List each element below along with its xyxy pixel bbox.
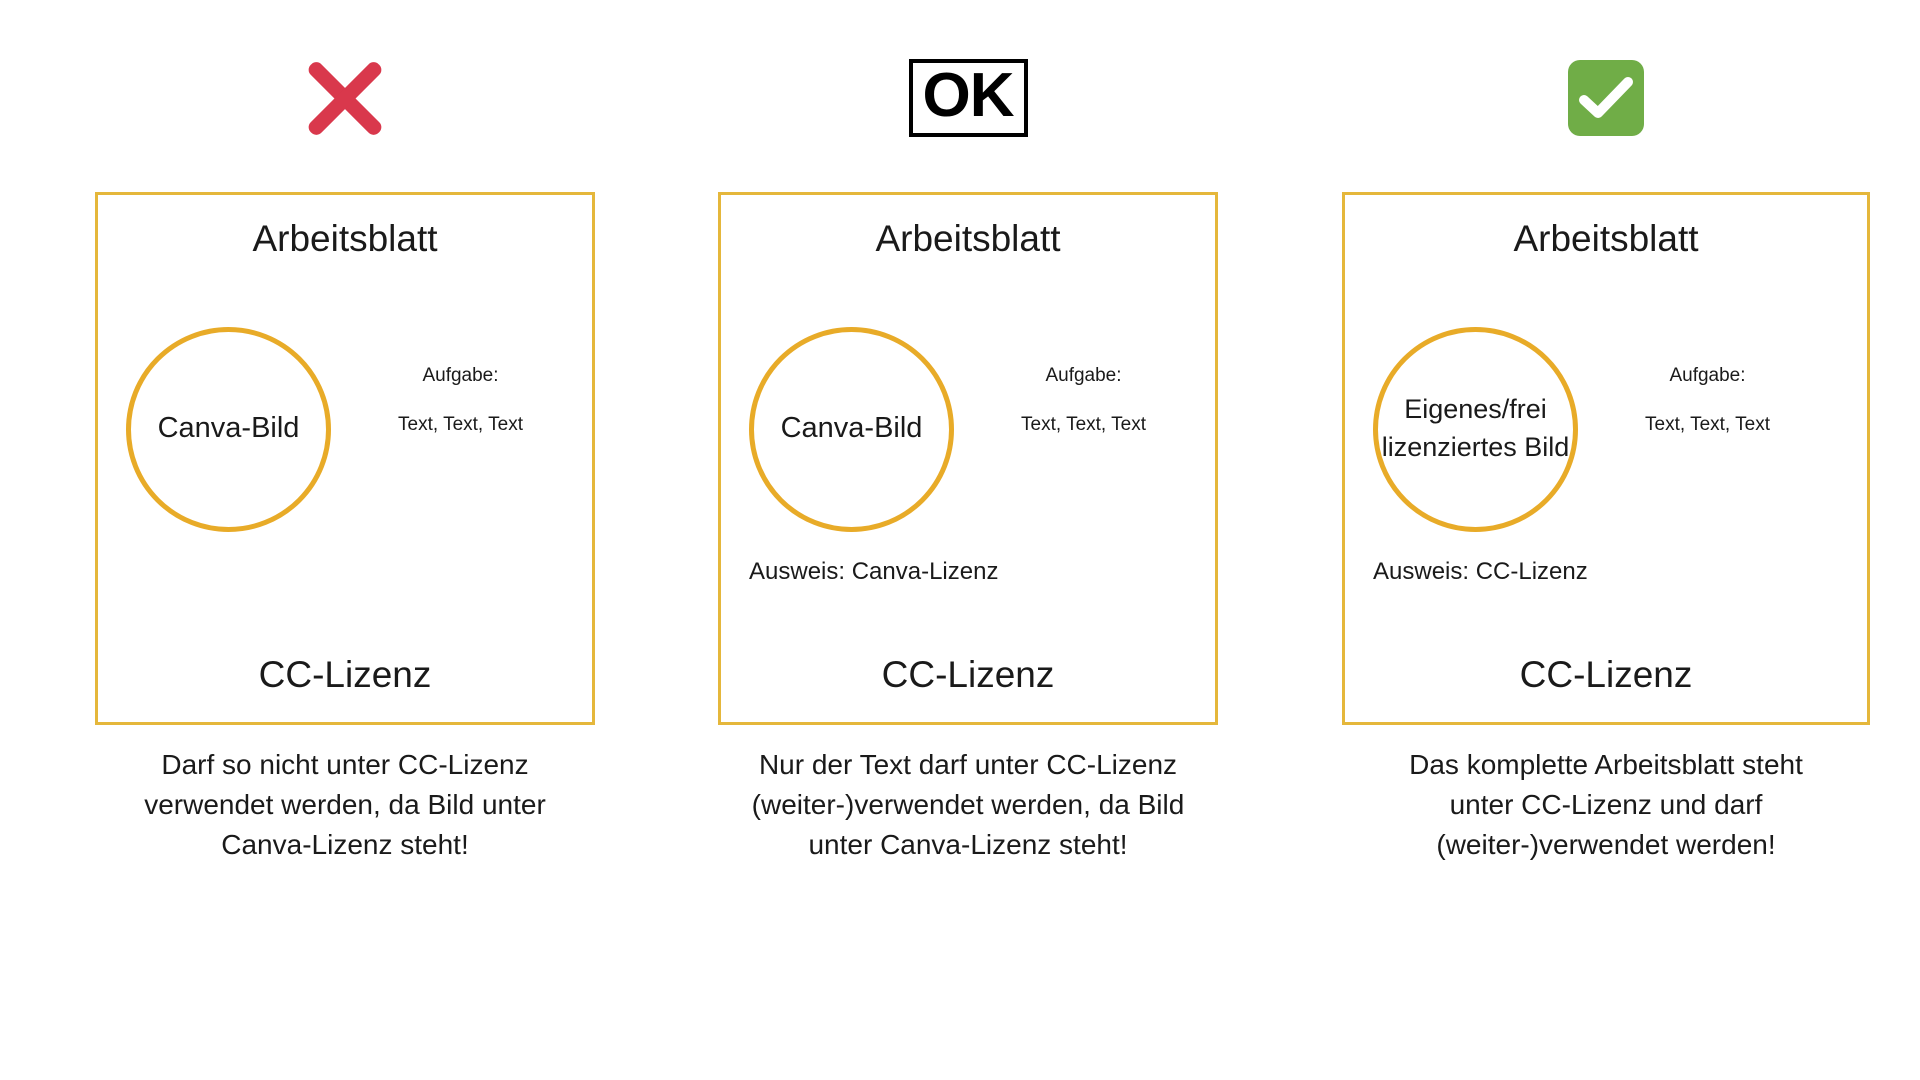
- panel-not-allowed: Arbeitsblatt Canva-Bild Aufgabe: Text, T…: [95, 0, 595, 1080]
- task-block: Aufgabe: Text, Text, Text: [353, 365, 568, 437]
- image-placeholder-label-line: Eigenes/frei: [1404, 394, 1547, 425]
- image-licence-note: Ausweis: Canva-Lizenz: [749, 558, 999, 585]
- panel-partially-allowed: OK Arbeitsblatt Canva-Bild Aufgabe: Text…: [718, 0, 1218, 1080]
- image-placeholder-bubble: Eigenes/frei lizenziertes Bild: [1373, 327, 1578, 532]
- task-block: Aufgabe: Text, Text, Text: [1600, 365, 1815, 437]
- task-body: Text, Text, Text: [398, 413, 523, 435]
- status-badge-slot: [95, 38, 595, 158]
- caption-line: unter Canva-Lizenz steht!: [808, 828, 1128, 860]
- image-placeholder-label: Canva-Bild: [780, 412, 923, 445]
- worksheet-card: Arbeitsblatt Canva-Bild Aufgabe: Text, T…: [95, 192, 595, 725]
- green-check-icon: [1568, 60, 1644, 136]
- worksheet-licence-footer: CC-Lizenz: [881, 654, 1055, 696]
- caption-line: Das komplette Arbeitsblatt steht: [1409, 749, 1803, 780]
- task-heading: Aufgabe:: [1045, 365, 1122, 386]
- panel-caption: Darf so nicht unter CC-Lizenz verwendet …: [83, 745, 607, 864]
- panel-caption: Nur der Text darf unter CC-Lizenz (weite…: [706, 745, 1230, 864]
- worksheet-licence-footer: CC-Lizenz: [1519, 654, 1693, 696]
- status-badge-slot: OK: [718, 38, 1218, 158]
- task-heading: Aufgabe:: [422, 365, 499, 386]
- worksheet-licence-footer: CC-Lizenz: [258, 654, 432, 696]
- red-cross-icon: [299, 52, 391, 144]
- ok-square-icon: OK: [908, 59, 1028, 137]
- caption-line: unter CC-Lizenz und darf: [1449, 788, 1763, 820]
- image-placeholder-label: Eigenes/frei lizenziertes Bild: [1378, 391, 1573, 466]
- caption-line: (weiter-)verwendet werden, da Bild: [751, 788, 1185, 820]
- image-placeholder-label-line: lizenziertes Bild: [1381, 431, 1570, 462]
- status-badge-slot: [1342, 38, 1870, 158]
- caption-line: (weiter-)verwendet werden!: [1436, 828, 1776, 860]
- image-placeholder-bubble: Canva-Bild: [749, 327, 954, 532]
- worksheet-card: Arbeitsblatt Canva-Bild Aufgabe: Text, T…: [718, 192, 1218, 725]
- caption-line: Canva-Lizenz steht!: [221, 828, 469, 860]
- task-body: Text, Text, Text: [1645, 413, 1770, 435]
- image-licence-note: Ausweis: CC-Lizenz: [1373, 558, 1588, 585]
- image-placeholder-label: Canva-Bild: [157, 412, 300, 445]
- worksheet-card: Arbeitsblatt Eigenes/frei lizenziertes B…: [1342, 192, 1870, 725]
- worksheet-title: Arbeitsblatt: [1513, 218, 1699, 259]
- worksheet-title: Arbeitsblatt: [875, 218, 1061, 259]
- caption-line: Nur der Text darf unter CC-Lizenz: [758, 749, 1178, 780]
- panel-caption: Das komplette Arbeitsblatt steht unter C…: [1330, 745, 1882, 864]
- caption-line: verwendet werden, da Bild unter: [144, 788, 546, 820]
- task-body: Text, Text, Text: [1021, 413, 1146, 435]
- worksheet-title: Arbeitsblatt: [252, 218, 438, 259]
- task-block: Aufgabe: Text, Text, Text: [976, 365, 1191, 437]
- image-placeholder-bubble: Canva-Bild: [126, 327, 331, 532]
- caption-line: Darf so nicht unter CC-Lizenz: [161, 749, 529, 780]
- panel-allowed: Arbeitsblatt Eigenes/frei lizenziertes B…: [1342, 0, 1870, 1080]
- task-heading: Aufgabe:: [1669, 365, 1746, 386]
